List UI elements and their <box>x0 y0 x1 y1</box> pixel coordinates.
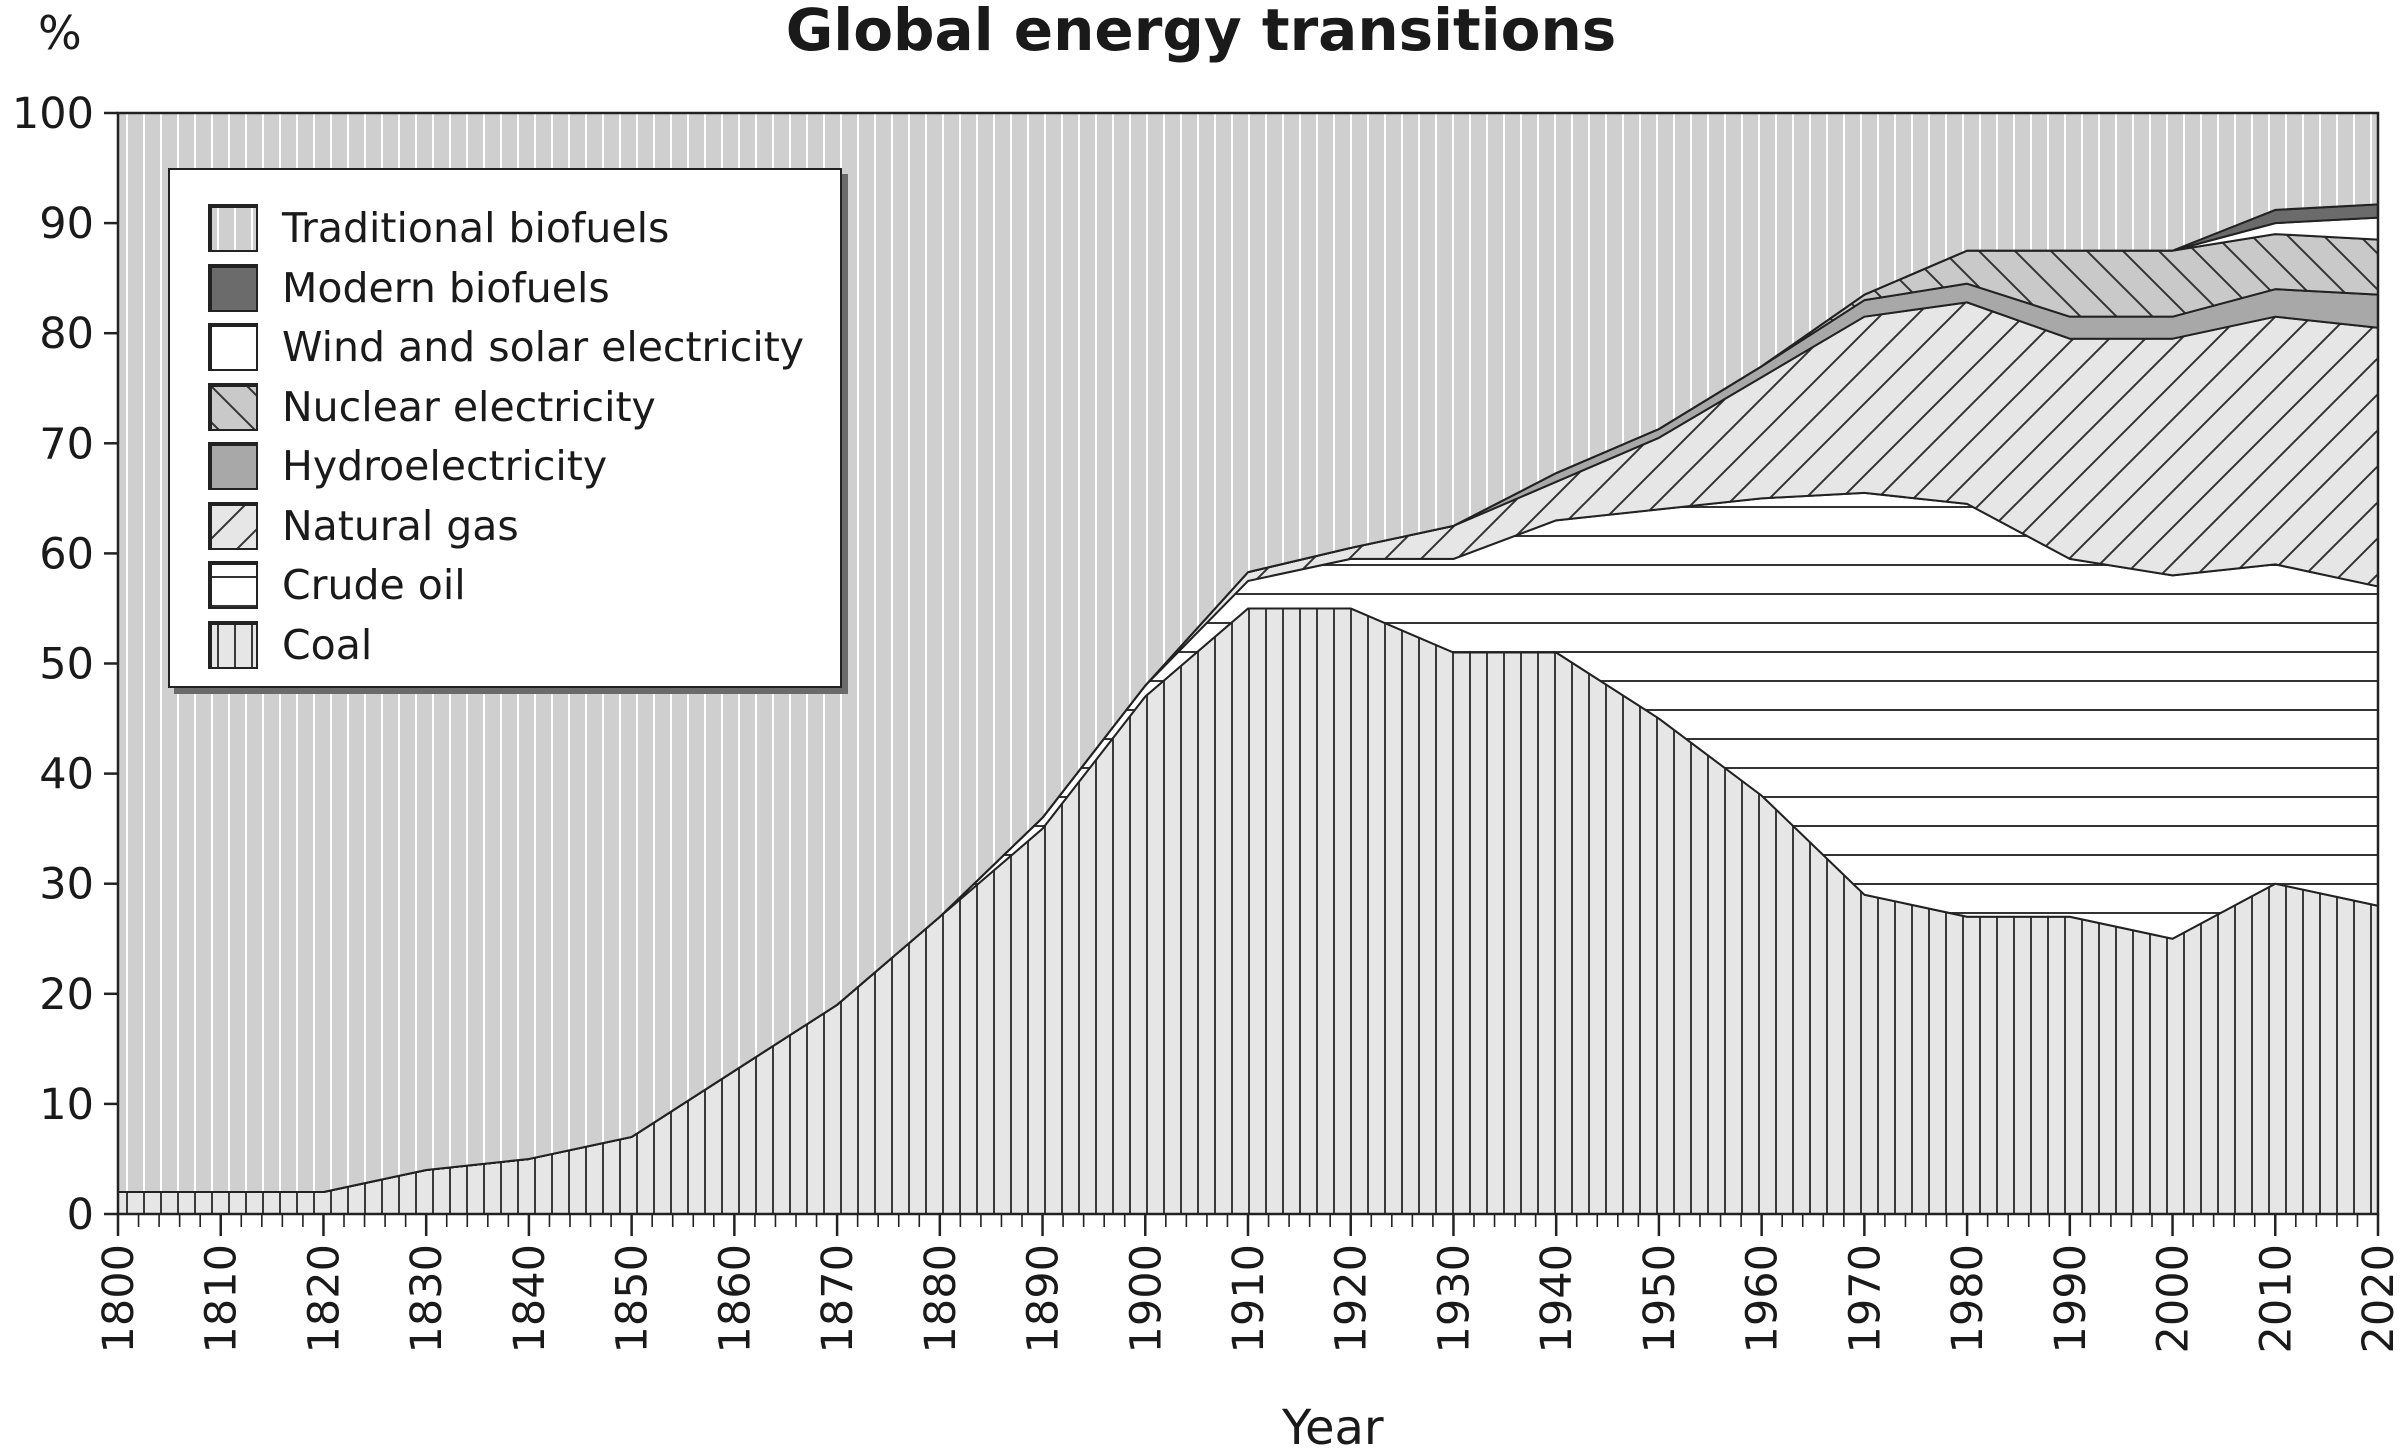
y-tick-label: 0 <box>67 1190 94 1240</box>
y-tick-label: 60 <box>39 529 94 579</box>
legend-item-modern-biofuels: Modern biofuels <box>208 262 610 314</box>
legend-item-wind-and-solar-electricity: Wind and solar electricity <box>208 321 804 373</box>
y-tick-label: 10 <box>39 1080 94 1130</box>
y-tick-label: 30 <box>39 860 94 910</box>
legend-item-traditional-biofuels: Traditional biofuels <box>208 202 669 254</box>
x-tick-label: 1890 <box>1019 1244 1069 1353</box>
x-tick-label: 1830 <box>402 1244 452 1353</box>
legend-label: Coal <box>282 620 373 669</box>
x-tick-label: 1840 <box>505 1244 555 1353</box>
legend-label: Natural gas <box>282 501 519 550</box>
x-tick-label: 1880 <box>916 1244 966 1353</box>
y-tick-label: 40 <box>39 750 94 800</box>
x-tick-label: 1850 <box>608 1244 658 1353</box>
legend-swatch <box>208 620 258 669</box>
y-tick-label: 100 <box>12 89 94 139</box>
x-axis-label: Year <box>1282 1400 1384 1456</box>
x-tick-label: 1930 <box>1429 1244 1479 1353</box>
legend-item-crude-oil: Crude oil <box>208 559 466 611</box>
x-tick-label: 1900 <box>1121 1244 1171 1353</box>
legend-swatch <box>208 561 258 609</box>
legend-label: Crude oil <box>282 561 466 609</box>
legend-swatch <box>208 263 258 312</box>
legend-label: Hydroelectricity <box>282 442 608 490</box>
y-tick-label: 70 <box>39 419 94 469</box>
y-tick-label: 80 <box>39 309 94 359</box>
legend-item-coal: Coal <box>208 619 372 671</box>
x-tick-label: 1920 <box>1327 1244 1377 1353</box>
x-tick-label: 1960 <box>1738 1244 1788 1353</box>
x-tick-label: 1800 <box>94 1244 144 1353</box>
x-tick-label: 1950 <box>1635 1244 1685 1353</box>
legend-label: Traditional biofuels <box>282 204 670 252</box>
x-tick-label: 1990 <box>2046 1244 2096 1353</box>
x-tick-label: 1910 <box>1224 1244 1274 1353</box>
y-tick-label: 50 <box>39 640 94 690</box>
x-tick-label: 1980 <box>1943 1244 1993 1353</box>
legend-label: Modern biofuels <box>282 263 610 312</box>
y-axis-unit: % <box>38 6 82 60</box>
x-tick-label: 2020 <box>2354 1244 2402 1353</box>
x-tick-label: 1970 <box>1840 1244 1890 1353</box>
legend-label: Nuclear electricity <box>282 382 656 431</box>
chart-legend: Traditional biofuels Modern biofuels Wind … <box>168 168 842 688</box>
x-tick-label: 1940 <box>1532 1244 1582 1353</box>
legend-label: Wind and solar electricity <box>282 323 805 371</box>
x-tick-label: 1820 <box>299 1244 349 1353</box>
x-tick-label: 2010 <box>2251 1244 2301 1353</box>
x-tick-label: 1810 <box>197 1244 247 1353</box>
chart-title: Global energy transitions <box>785 0 1617 64</box>
legend-swatch <box>208 204 258 252</box>
legend-item-nuclear-electricity: Nuclear electricity <box>208 381 656 433</box>
legend-item-natural-gas: Natural gas <box>208 500 519 552</box>
legend-swatch <box>208 382 258 431</box>
legend-swatch <box>208 501 258 550</box>
legend-item-hydroelectricity: Hydroelectricity <box>208 440 607 492</box>
x-tick-label: 2000 <box>2149 1244 2199 1353</box>
legend-swatch <box>208 442 258 490</box>
x-tick-label: 1870 <box>813 1244 863 1353</box>
legend-swatch <box>208 323 258 371</box>
y-tick-label: 20 <box>39 970 94 1020</box>
x-tick-label: 1860 <box>710 1244 760 1353</box>
y-tick-label: 90 <box>39 199 94 249</box>
